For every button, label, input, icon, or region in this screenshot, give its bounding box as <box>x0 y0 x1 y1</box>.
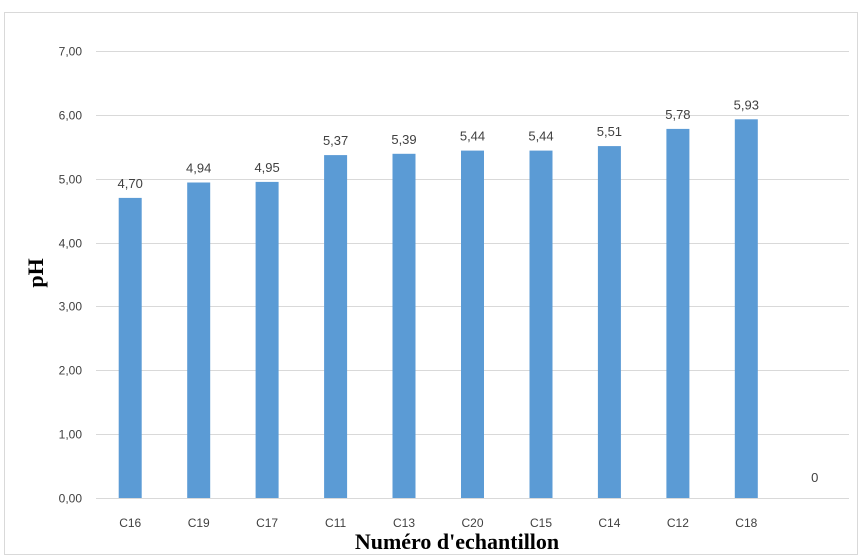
x-tick-label: C16 <box>119 516 141 530</box>
x-tick-label: C14 <box>598 516 620 530</box>
y-tick-label: 7,00 <box>59 45 83 59</box>
x-tick-label: C18 <box>735 516 757 530</box>
bar <box>118 197 142 498</box>
data-labels: 4,70 4,94 4,95 5,37 5,39 5,44 5,44 5,51 5,78 5,93… <box>118 97 819 485</box>
data-label: 5,78 <box>665 107 690 122</box>
x-tick-label: C12 <box>667 516 689 530</box>
x-tick-label: C13 <box>393 516 415 530</box>
bar <box>461 150 484 498</box>
bar <box>529 150 553 498</box>
bar <box>255 181 279 498</box>
bars <box>118 119 758 499</box>
x-tick-label: C11 <box>325 516 346 530</box>
x-tick-label: C15 <box>530 516 552 530</box>
data-label: 5,93 <box>734 97 759 112</box>
data-label: 5,39 <box>391 132 416 147</box>
bar <box>187 182 211 498</box>
x-tick-label: C17 <box>256 516 278 530</box>
y-tick-label: 6,00 <box>59 109 83 123</box>
x-axis-ticks: C16 C19 C17 C11 C13 C20 C15 C14 C12 C18 <box>119 516 757 530</box>
x-tick-label: C20 <box>461 516 483 530</box>
data-label: 4,94 <box>186 161 211 176</box>
y-axis-ticks: 0,00 1,00 2,00 3,00 4,00 5,00 6,00 7,00 <box>59 45 83 506</box>
y-tick-label: 4,00 <box>59 237 83 251</box>
bar <box>734 119 758 499</box>
data-label: 5,44 <box>528 129 553 144</box>
chart-frame <box>4 12 858 555</box>
data-label: 5,37 <box>323 133 348 148</box>
bar <box>392 153 416 499</box>
bar <box>597 146 621 498</box>
data-label: 5,44 <box>460 129 485 144</box>
bar <box>666 128 690 498</box>
data-label: 4,70 <box>118 176 143 191</box>
x-axis-title: Numéro d'echantillon <box>355 529 559 554</box>
y-axis-title: pH <box>23 258 48 287</box>
y-tick-label: 1,00 <box>59 428 83 442</box>
y-tick-label: 5,00 <box>59 173 83 187</box>
x-tick-label: C19 <box>188 516 210 530</box>
data-label: 0 <box>811 470 818 485</box>
bar <box>324 155 348 498</box>
data-label: 5,51 <box>597 124 622 139</box>
y-tick-label: 0,00 <box>59 492 83 506</box>
data-label: 4,95 <box>254 160 279 175</box>
y-tick-label: 2,00 <box>59 364 83 378</box>
y-tick-label: 3,00 <box>59 300 83 314</box>
